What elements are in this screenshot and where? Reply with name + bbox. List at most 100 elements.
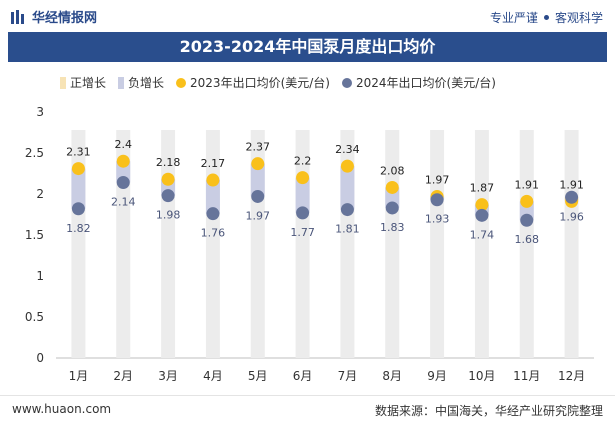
- x-tick-label: 3月: [158, 369, 178, 383]
- x-tick-label: 10月: [468, 369, 495, 383]
- point-2023: [71, 162, 85, 176]
- footer-source: 数据来源：中国海关，华经产业研究院整理: [374, 404, 603, 418]
- data-label-2024: 1.98: [156, 209, 181, 222]
- data-label-2023: 1.91: [559, 178, 584, 191]
- x-tick-label: 6月: [293, 369, 313, 383]
- chart-legend: 正增长 负增长 2023年出口均价(美元/台) 2024年出口均价(美元/台): [60, 74, 508, 91]
- data-label-2024: 1.74: [470, 228, 495, 241]
- data-label-2023: 2.4: [115, 138, 133, 151]
- y-tick-label: 2.5: [25, 146, 44, 160]
- x-tick-label: 5月: [248, 369, 268, 383]
- x-tick-label: 9月: [427, 369, 447, 383]
- data-label-2023: 2.08: [380, 164, 405, 177]
- point-2024: [296, 206, 310, 220]
- point-2024: [475, 208, 489, 222]
- data-label-2024: 1.83: [380, 221, 405, 234]
- data-label-2023: 2.2: [294, 155, 312, 168]
- data-label-2024: 1.97: [246, 209, 271, 222]
- x-tick-label: 12月: [558, 369, 585, 383]
- data-label-2024: 1.93: [425, 213, 450, 226]
- change-bar: [295, 177, 310, 213]
- point-2023: [520, 194, 534, 208]
- legend-swatch-positive: [60, 76, 66, 89]
- legend-label-2023: 2023年出口均价(美元/台): [190, 76, 330, 90]
- chart-title: 2023-2024年中国泵月度出口均价: [8, 32, 607, 62]
- legend-swatch-negative: [118, 76, 125, 89]
- background-column: [519, 130, 534, 358]
- legend-item-negative: 负增长: [118, 74, 164, 91]
- legend-swatch-2024: [341, 77, 352, 88]
- footer-website: www.huaon.com: [12, 402, 112, 416]
- data-label-2024: 1.68: [515, 233, 540, 246]
- brand-name: 华经情报网: [32, 11, 98, 26]
- background-column: [474, 130, 489, 358]
- point-2024: [565, 190, 579, 204]
- data-label-2024: 1.77: [290, 226, 315, 239]
- point-2023: [251, 157, 265, 171]
- tagline-right: 客观科学: [554, 11, 603, 25]
- footer: www.huaon.com 数据来源：中国海关，华经产业研究院整理: [0, 395, 615, 428]
- data-label-2024: 1.76: [201, 227, 226, 240]
- point-2023: [385, 180, 399, 194]
- x-tick-label: 7月: [338, 369, 358, 383]
- top-bar: 华经情报网 专业严谨 客观科学: [0, 0, 615, 32]
- y-tick-label: 2: [36, 187, 44, 201]
- legend-item-2024: 2024年出口均价(美元/台): [341, 74, 496, 91]
- data-label-2024: 2.14: [111, 196, 136, 209]
- point-2023: [296, 171, 310, 185]
- legend-label-positive: 正增长: [70, 76, 107, 90]
- background-column: [430, 130, 445, 358]
- point-2024: [206, 207, 220, 221]
- x-tick-label: 1月: [69, 369, 89, 383]
- y-tick-label: 3: [36, 105, 44, 119]
- legend-label-negative: 负增长: [128, 76, 165, 90]
- tagline: 专业严谨 客观科学: [490, 9, 603, 26]
- data-label-2023: 2.37: [246, 141, 271, 154]
- point-2024: [430, 193, 444, 207]
- legend-item-positive: 正增长: [60, 74, 106, 91]
- data-label-2023: 2.18: [156, 156, 181, 169]
- point-2023: [161, 172, 175, 186]
- point-2023: [340, 159, 354, 173]
- point-2024: [116, 176, 130, 190]
- point-2024: [340, 203, 354, 217]
- legend-swatch-2023: [176, 77, 187, 88]
- point-2024: [385, 201, 399, 215]
- y-tick-label: 1: [36, 269, 44, 283]
- change-bar: [340, 166, 355, 210]
- data-label-2023: 1.91: [515, 178, 540, 191]
- bar-logo-icon: [11, 9, 24, 24]
- tagline-left: 专业严谨: [489, 11, 538, 25]
- x-tick-label: 2月: [113, 369, 133, 383]
- data-label-2024: 1.81: [335, 223, 360, 236]
- tagline-dot-icon: [543, 15, 549, 20]
- y-tick-label: 1.5: [25, 228, 44, 242]
- background-column: [564, 130, 579, 358]
- change-bar: [71, 168, 86, 209]
- point-2024: [251, 189, 265, 203]
- data-label-2023: 2.17: [201, 157, 226, 170]
- point-2024: [71, 202, 85, 216]
- data-label-2023: 1.87: [470, 182, 495, 195]
- x-tick-label: 4月: [203, 369, 223, 383]
- point-2023: [475, 198, 489, 212]
- point-2024: [520, 213, 534, 227]
- data-label-2024: 1.82: [66, 222, 91, 235]
- x-tick-label: 8月: [382, 369, 402, 383]
- x-tick-label: 11月: [513, 369, 540, 383]
- y-tick-label: 0: [36, 351, 44, 365]
- data-label-2023: 2.34: [335, 143, 360, 156]
- point-2023: [206, 173, 220, 187]
- change-bar: [250, 163, 265, 197]
- legend-item-2023: 2023年出口均价(美元/台): [176, 74, 330, 91]
- change-bar: [205, 180, 220, 214]
- y-tick-label: 0.5: [25, 310, 44, 324]
- brand-logo: 华经情报网: [10, 7, 97, 26]
- data-label-2023: 1.97: [425, 173, 450, 186]
- point-2024: [161, 189, 175, 203]
- legend-label-2024: 2024年出口均价(美元/台): [355, 76, 496, 90]
- point-2023: [116, 154, 130, 168]
- data-label-2023: 2.31: [66, 146, 91, 159]
